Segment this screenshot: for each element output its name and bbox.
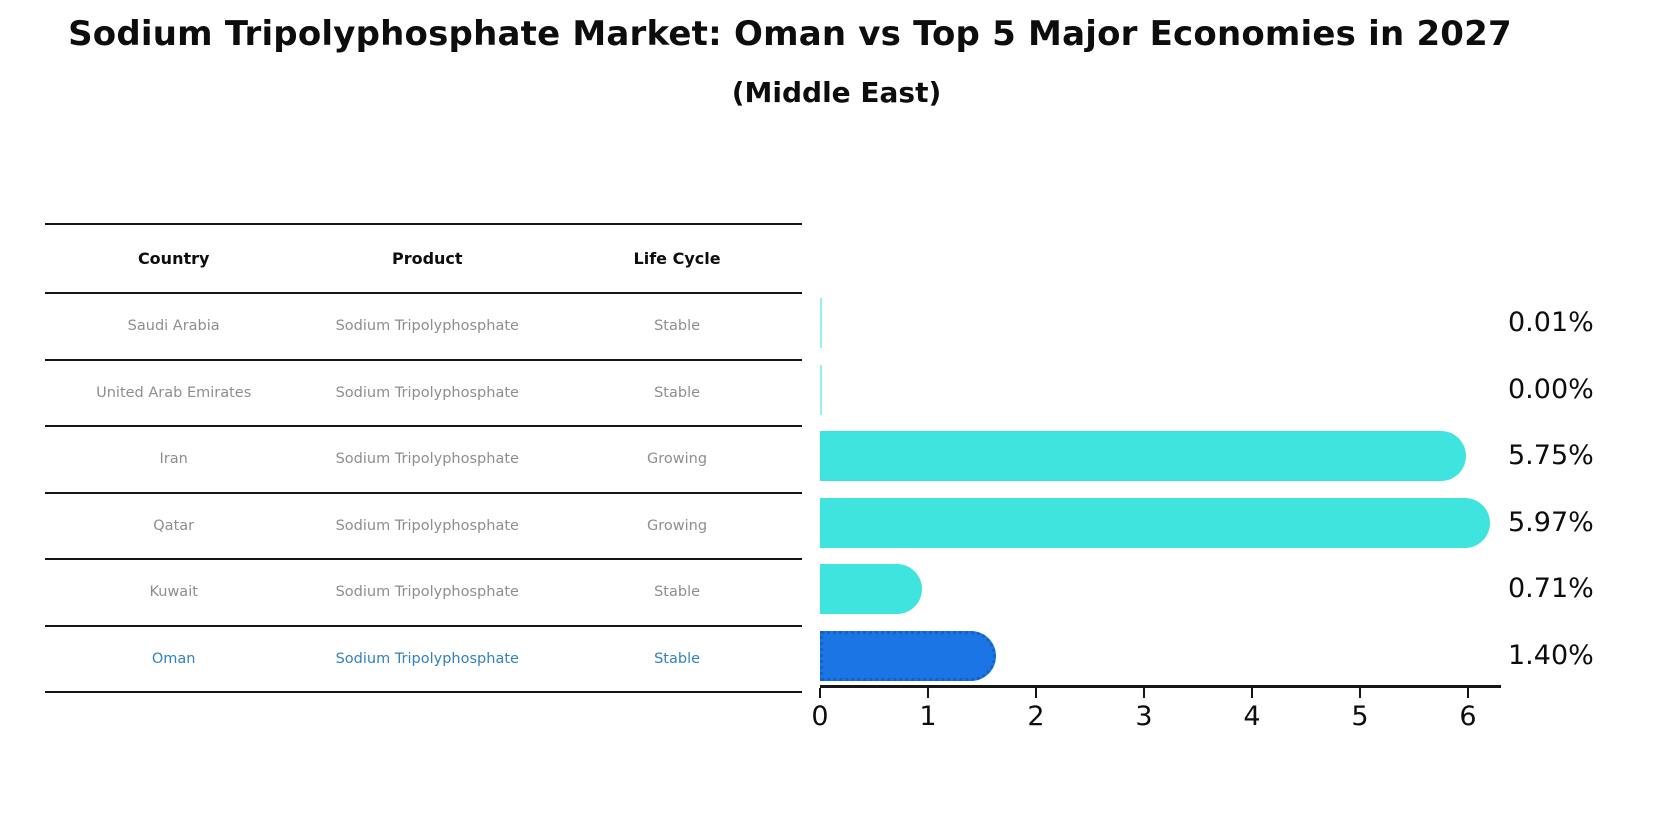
country-table: Country Product Life Cycle Saudi Arabia S…	[45, 223, 802, 693]
x-axis-tick-label: 6	[1459, 701, 1477, 732]
table-row-united-arab-emirates: United Arab Emirates Sodium Tripolyphosph…	[45, 358, 802, 426]
table-header-row: Country Product Life Cycle	[45, 225, 802, 292]
bar-qatar	[820, 497, 1490, 548]
value-label-saudi-arabia: 0.01%	[1508, 307, 1594, 339]
product-cell: Sodium Tripolyphosphate	[335, 451, 519, 468]
value-label-qatar: 5.97%	[1508, 506, 1594, 538]
x-axis-tick	[1359, 688, 1361, 698]
product-cell: Sodium Tripolyphosphate	[335, 517, 519, 534]
x-axis-tick-label: 0	[811, 701, 829, 732]
country-cell: Qatar	[153, 517, 195, 534]
life-cycle-cell: Stable	[654, 650, 701, 667]
chart-subtitle: (Middle East)	[731, 76, 942, 109]
bar-kuwait	[820, 564, 922, 615]
table-row-kuwait: Kuwait Sodium Tripolyphosphate Stable	[45, 558, 802, 625]
product-cell: Sodium Tripolyphosphate	[335, 384, 519, 401]
country-cell: Saudi Arabia	[127, 318, 220, 335]
bar-saudi-arabia	[820, 298, 822, 349]
value-label-united-arab-emirates: 0.00%	[1508, 373, 1594, 405]
bar-united-arab-emirates	[820, 364, 822, 415]
x-axis-tick-label: 5	[1351, 701, 1369, 732]
table-row-qatar: Qatar Sodium Tripolyphosphate Growing	[45, 491, 802, 559]
value-label-iran: 5.75%	[1508, 440, 1594, 472]
bar-oman	[820, 630, 996, 681]
life-cycle-cell: Stable	[654, 384, 701, 401]
life-cycle-cell: Growing	[647, 517, 708, 534]
life-cycle-cell: Stable	[654, 584, 701, 601]
x-axis-tick	[1251, 688, 1253, 698]
x-axis-tick-label: 4	[1243, 701, 1261, 732]
table-body: Saudi Arabia Sodium Tripolyphosphate Stabl…	[45, 292, 802, 691]
value-label-kuwait: 0.71%	[1508, 573, 1594, 605]
product-cell: Sodium Tripolyphosphate	[335, 650, 519, 667]
table-row-oman: Oman Sodium Tripolyphosphate Stable	[45, 624, 802, 692]
country-cell: Oman	[151, 650, 196, 667]
table-row-iran: Iran Sodium Tripolyphosphate Growing	[45, 425, 802, 492]
x-axis-line	[820, 685, 1501, 688]
life-cycle-cell: Stable	[654, 318, 701, 335]
x-axis-tick-label: 3	[1135, 701, 1153, 732]
x-axis-tick-label: 2	[1027, 701, 1045, 732]
x-axis-tick	[1467, 688, 1469, 698]
x-axis-tick	[819, 688, 821, 698]
life-cycle-cell: Growing	[647, 451, 708, 468]
chart-title: Sodium Tripolyphosphate Market: Oman vs …	[68, 14, 1512, 54]
country-cell: United Arab Emirates	[96, 384, 252, 401]
column-header-product: Product	[391, 249, 463, 268]
value-label-oman: 1.40%	[1508, 639, 1594, 671]
bar-iran	[820, 431, 1466, 482]
country-cell: Iran	[159, 451, 188, 468]
product-cell: Sodium Tripolyphosphate	[335, 318, 519, 335]
country-cell: Kuwait	[149, 584, 198, 601]
column-header-life-cycle: Life Cycle	[633, 249, 721, 268]
x-axis-tick	[1035, 688, 1037, 698]
product-cell: Sodium Tripolyphosphate	[335, 584, 519, 601]
x-axis-tick	[927, 688, 929, 698]
x-axis-tick	[1143, 688, 1145, 698]
table-row-saudi-arabia: Saudi Arabia Sodium Tripolyphosphate Stabl…	[45, 292, 802, 359]
column-header-country: Country	[137, 249, 210, 268]
x-axis-tick-label: 1	[919, 701, 937, 732]
